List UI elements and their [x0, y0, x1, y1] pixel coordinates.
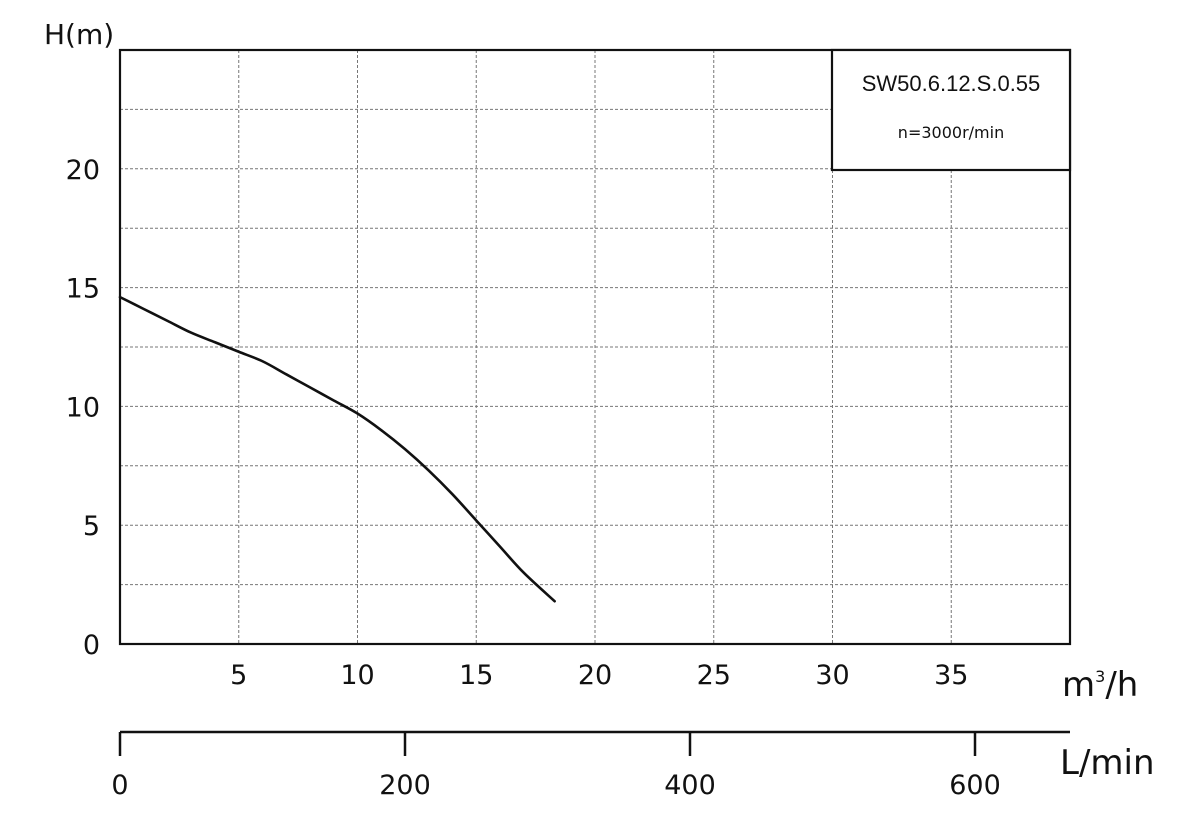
x-tick-label: 20: [578, 660, 612, 691]
legend-box: SW50.6.12.S.0.55 n=3000r/min: [830, 48, 1072, 172]
y-tick-label: 0: [83, 630, 100, 661]
secondary-tick-label: 0: [111, 770, 128, 801]
secondary-x-axis: 0 200 400 600 L/min: [111, 730, 1155, 801]
x-tick-label: 25: [697, 660, 731, 691]
secondary-tick-label: 400: [664, 770, 716, 801]
x-tick-label: 10: [340, 660, 374, 691]
y-tick-label: 20: [66, 155, 100, 186]
secondary-tick-label: 200: [379, 770, 431, 801]
x-axis-label: m3/h: [1062, 665, 1138, 705]
head-flow-curve: [118, 295, 556, 603]
y-tick-label: 5: [83, 511, 100, 542]
pump-model-label: SW50.6.12.S.0.55: [862, 71, 1041, 96]
x-tick-label: 5: [230, 660, 247, 691]
legend-frame: [830, 48, 1072, 172]
secondary-tick-label: 600: [949, 770, 1001, 801]
x-tick-label: 15: [459, 660, 493, 691]
x-tick-label: 30: [815, 660, 849, 691]
x-tick-label: 35: [934, 660, 968, 691]
x-tick-labels: 5 10 15 20 25 30 35: [230, 660, 968, 691]
y-axis-label: H(m): [44, 18, 114, 51]
rotation-speed-label: n=3000r/min: [898, 123, 1004, 142]
y-tick-labels: 0 5 10 15 20: [66, 155, 100, 661]
secondary-axis-label: L/min: [1060, 743, 1155, 783]
y-tick-label: 15: [66, 274, 100, 305]
plot-frame: [118, 48, 1072, 646]
y-tick-label: 10: [66, 392, 100, 423]
